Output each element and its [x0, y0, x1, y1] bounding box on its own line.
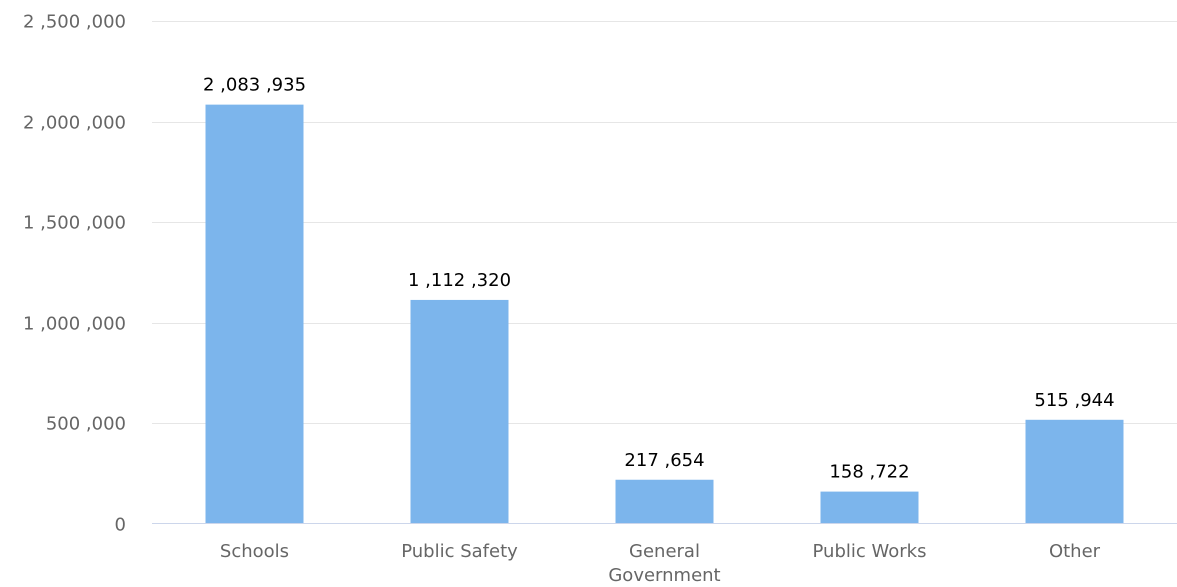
- y-tick-label: 2 ,000 ,000: [23, 113, 126, 134]
- data-label: 2 ,083 ,935: [203, 75, 306, 96]
- bars: [205, 104, 1124, 524]
- x-category-label: General Government: [608, 541, 720, 586]
- bar-other[interactable]: [1025, 419, 1124, 524]
- x-category-label: Public Safety: [401, 541, 518, 562]
- y-tick-label: 1 ,000 ,000: [23, 314, 126, 335]
- data-label: 217 ,654: [624, 450, 704, 471]
- y-tick-label: 500 ,000: [46, 414, 126, 435]
- x-category-label-line: Government: [608, 565, 720, 586]
- x-category-label: Schools: [220, 541, 289, 562]
- x-category-label-line: Schools: [220, 541, 289, 562]
- x-category-label: Public Works: [813, 541, 927, 562]
- data-label: 1 ,112 ,320: [408, 270, 511, 291]
- x-axis-category-labels: Schools Public Safety General Government Pub…: [220, 541, 1101, 586]
- y-axis-tick-labels: 0 500 ,000 1 ,000 ,000 1 ,500 ,000 2 ,000 ,0…: [23, 12, 126, 536]
- bar-schools[interactable]: [205, 104, 304, 524]
- y-tick-label: 2 ,500 ,000: [23, 12, 126, 33]
- data-label: 515 ,944: [1034, 390, 1114, 411]
- data-labels: 2 ,083 ,935 1 ,112 ,320 217 ,654 158 ,722 51…: [203, 75, 1115, 483]
- bar-public-safety[interactable]: [410, 299, 509, 524]
- x-category-label-line: Public Safety: [401, 541, 518, 562]
- bar-general-government[interactable]: [615, 479, 714, 524]
- grid-lines: [152, 21, 1177, 424]
- bar-public-works[interactable]: [820, 491, 919, 524]
- data-label: 158 ,722: [829, 462, 909, 483]
- y-tick-label: 1 ,500 ,000: [23, 213, 126, 234]
- x-category-label: Other: [1049, 541, 1101, 562]
- x-category-label-line: Public Works: [813, 541, 927, 562]
- y-tick-label: 0: [115, 515, 126, 536]
- x-category-label-line: General: [629, 541, 700, 562]
- x-category-label-line: Other: [1049, 541, 1101, 562]
